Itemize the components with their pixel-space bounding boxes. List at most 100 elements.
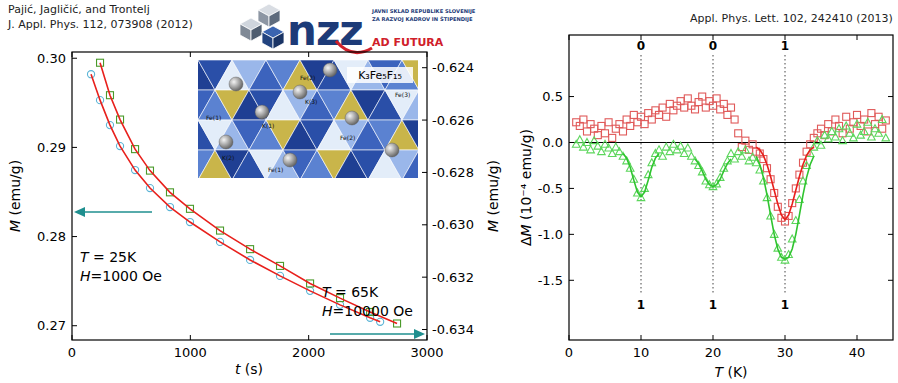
italic-letter: T — [322, 284, 332, 300]
point — [828, 127, 836, 134]
tick — [422, 224, 427, 225]
k-atom — [345, 111, 359, 125]
tick-label: 40 — [849, 345, 866, 360]
inset-title: K₃Fe₅F₁₅ — [358, 69, 402, 82]
tick-label: -1.0 — [538, 227, 563, 242]
italic-letter: M — [7, 220, 23, 232]
point — [677, 142, 685, 149]
atom-label: Fe(3) — [395, 91, 410, 98]
axis-label: T (K) — [714, 364, 747, 380]
point — [659, 152, 667, 159]
atom-label: Fe(1) — [206, 114, 221, 121]
tick — [72, 58, 77, 59]
citation: Appl. Phys. Lett. 102, 242410 (2013) — [690, 12, 893, 25]
k-atom — [255, 105, 269, 119]
tick — [190, 335, 191, 340]
k-atom — [293, 85, 307, 99]
point — [663, 113, 670, 120]
logo-cube — [273, 32, 284, 49]
point — [832, 133, 840, 140]
point — [825, 121, 832, 128]
logo-swoosh — [336, 41, 372, 53]
point — [843, 113, 850, 120]
point — [594, 142, 602, 149]
tick-label: 0.5 — [542, 89, 563, 104]
atom-label: Fe(2) — [300, 74, 315, 81]
tick-label: 0 — [565, 345, 573, 360]
point — [666, 148, 674, 155]
tick-label: 0.29 — [37, 140, 66, 155]
tick — [713, 335, 714, 340]
fit-line — [100, 63, 397, 324]
logo-tagline: AD FUTURA — [372, 36, 444, 49]
tick-label: -1.5 — [538, 273, 563, 288]
tick — [190, 52, 191, 57]
line-label: 0 — [709, 39, 717, 53]
point — [839, 137, 847, 144]
tick-label: -0.632 — [432, 270, 474, 285]
plot-area — [87, 59, 400, 327]
chart: 01000200030000.270.280.290.30-0.634-0.63… — [7, 51, 501, 377]
point — [605, 144, 613, 151]
point — [875, 129, 883, 136]
reference-line — [713, 55, 714, 293]
tick — [422, 67, 427, 68]
k-atom — [323, 63, 337, 77]
point — [638, 113, 645, 120]
arrow-head — [74, 207, 85, 217]
tick-label: 20 — [705, 345, 722, 360]
logo-cube — [240, 24, 251, 41]
k-atom — [385, 143, 399, 157]
point — [749, 153, 757, 160]
canvas: Pajić, Jagličić, and TronteljJ. Appl. Ph… — [0, 0, 898, 383]
tick — [308, 52, 309, 57]
tick-label: -0.628 — [432, 165, 474, 180]
point — [584, 128, 591, 135]
point — [860, 127, 868, 134]
point — [731, 155, 739, 162]
frame — [72, 52, 427, 340]
plot-area — [569, 55, 893, 293]
k-atom — [283, 153, 297, 167]
logo-cube — [269, 10, 280, 27]
point — [727, 150, 735, 157]
point — [648, 116, 655, 123]
axis-label: M (emu/g) — [485, 160, 501, 232]
tick — [422, 329, 427, 330]
line-label: 1 — [781, 39, 789, 53]
point — [828, 128, 835, 135]
tick-label: 0.27 — [37, 318, 66, 333]
point — [842, 122, 850, 129]
point — [590, 137, 598, 144]
tick — [308, 335, 309, 340]
atom-label: K(1) — [262, 122, 274, 129]
italic-letter: T — [80, 249, 90, 265]
point — [670, 140, 678, 147]
point — [576, 136, 584, 143]
point — [864, 118, 872, 125]
point — [853, 120, 861, 127]
point — [684, 144, 692, 151]
point — [878, 116, 886, 123]
italic-letter: H — [322, 303, 333, 319]
atom-label: Fe(1) — [268, 166, 283, 173]
tick — [888, 188, 893, 189]
point — [692, 106, 699, 113]
point — [854, 111, 861, 118]
tick — [857, 335, 858, 340]
citation: J. Appl. Phys. 112, 073908 (2012) — [7, 18, 193, 31]
point — [728, 104, 735, 111]
point — [710, 102, 717, 109]
logo-cube — [251, 24, 262, 41]
logo-line: JAVNI SKLAD REPUBLIKE SLOVENIJE — [371, 8, 476, 15]
point — [699, 93, 706, 100]
line-label: 0 — [637, 39, 645, 53]
tick — [72, 236, 77, 237]
tick — [569, 234, 574, 235]
tick — [422, 120, 427, 121]
tick — [888, 96, 893, 97]
point — [583, 138, 591, 145]
point — [724, 111, 731, 118]
annotation: H=1000 Oe — [80, 268, 162, 284]
axis-label: t (s) — [235, 361, 263, 377]
